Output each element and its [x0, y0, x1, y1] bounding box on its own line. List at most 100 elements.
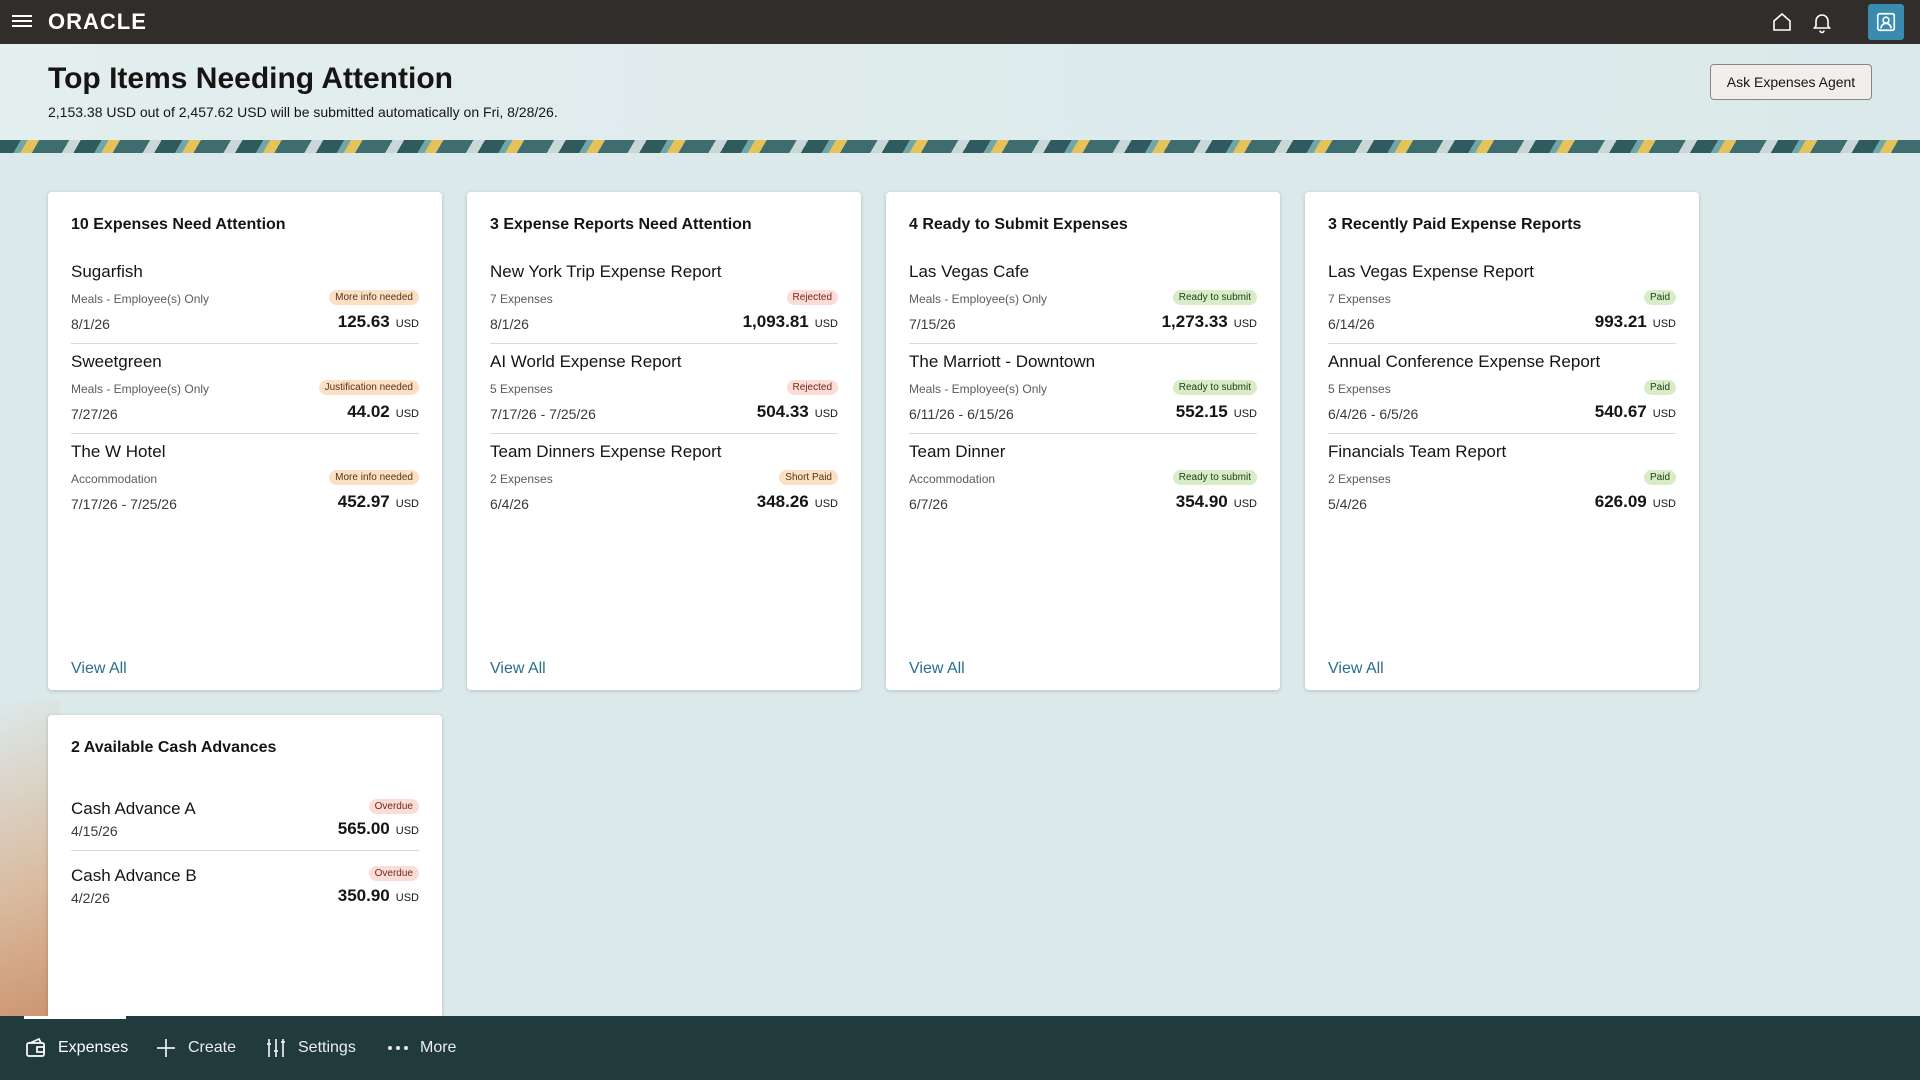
item-name: Sugarfish [71, 262, 143, 281]
item-amount: 354.90 USD [1176, 492, 1257, 512]
page-header: Top Items Needing Attention 2,153.38 USD… [0, 44, 1920, 140]
item-name: The W Hotel [71, 442, 166, 461]
report-item[interactable]: Team Dinners Expense Report 2 Expenses 6… [490, 442, 838, 532]
report-item[interactable]: Las Vegas Expense Report 7 Expenses 6/14… [1328, 262, 1676, 352]
nav-create[interactable]: Create [154, 1016, 236, 1080]
view-all-link[interactable]: View All [909, 660, 965, 677]
item-category: 2 Expenses [1328, 472, 1391, 486]
amount-value: 565.00 [337, 819, 390, 838]
item-name: Sweetgreen [71, 352, 162, 371]
item-date: 5/4/26 [1328, 496, 1367, 512]
item-amount: 1,273.33 USD [1162, 312, 1257, 332]
item-category: Accommodation [71, 472, 158, 486]
item-category: Accommodation [909, 472, 996, 486]
view-all-link[interactable]: View All [71, 660, 127, 677]
status-badge: Justification needed [318, 380, 419, 395]
cash-advance-item[interactable]: Cash Advance B 4/2/26 Overdue 350.90 USD [71, 866, 419, 926]
divider [71, 343, 419, 344]
currency: USD [1652, 498, 1676, 510]
status-badge: More info needed [329, 470, 419, 485]
currency: USD [1652, 318, 1676, 330]
item-category: 7 Expenses [490, 292, 553, 306]
item-name: Team Dinners Expense Report [490, 442, 722, 461]
amount-value: 348.26 [756, 492, 809, 511]
amount-value: 452.97 [337, 492, 390, 511]
item-name: Team Dinner [909, 442, 1006, 461]
hamburger-menu-icon[interactable] [12, 12, 32, 32]
item-category: Meals - Employee(s) Only [71, 292, 210, 306]
amount-value: 44.02 [347, 402, 390, 421]
nav-label: Expenses [58, 1039, 129, 1056]
item-amount: 350.90 USD [338, 886, 419, 906]
report-item[interactable]: New York Trip Expense Report 7 Expenses … [490, 262, 838, 352]
wallet-icon [26, 1037, 45, 1057]
currency: USD [814, 318, 838, 330]
item-date: 6/4/26 - 6/5/26 [1328, 406, 1419, 422]
sliders-icon [267, 1039, 285, 1057]
amount-value: 626.09 [1594, 492, 1647, 511]
expense-item[interactable]: Sweetgreen Meals - Employee(s) Only 7/27… [71, 352, 419, 442]
currency: USD [395, 498, 419, 510]
expense-item[interactable]: Sugarfish Meals - Employee(s) Only 8/1/2… [71, 262, 419, 352]
nav-settings[interactable]: Settings [264, 1016, 356, 1080]
status-badge: Rejected [786, 290, 838, 305]
item-amount: 452.97 USD [338, 492, 419, 512]
currency: USD [395, 408, 419, 420]
item-name: New York Trip Expense Report [490, 262, 722, 281]
view-all-link[interactable]: View All [1328, 660, 1384, 677]
report-item[interactable]: AI World Expense Report 5 Expenses 7/17/… [490, 352, 838, 442]
item-name: The Marriott - Downtown [909, 352, 1096, 371]
card-title: 2 Available Cash Advances [71, 739, 277, 756]
nav-expenses[interactable]: Expenses [24, 1016, 128, 1080]
top-bar: ORACLE [0, 0, 1920, 44]
item-amount: 125.63 USD [338, 312, 419, 332]
view-all-link[interactable]: View All [490, 660, 546, 677]
expense-item[interactable]: The W Hotel Accommodation 7/17/26 - 7/25… [71, 442, 419, 532]
status-badge: Ready to submit [1172, 470, 1257, 485]
status-badge: Ready to submit [1172, 380, 1257, 395]
divider [909, 343, 1257, 344]
currency: USD [814, 498, 838, 510]
item-date: 6/14/26 [1328, 316, 1375, 332]
nav-more[interactable]: More [386, 1016, 456, 1080]
item-name: Cash Advance A [71, 799, 196, 818]
currency: USD [1233, 498, 1257, 510]
divider [71, 850, 419, 851]
amount-value: 504.33 [756, 402, 809, 421]
card-title: 3 Expense Reports Need Attention [490, 216, 752, 233]
expense-item[interactable]: The Marriott - Downtown Meals - Employee… [909, 352, 1257, 442]
item-category: 2 Expenses [490, 472, 553, 486]
amount-value: 1,093.81 [742, 312, 809, 331]
report-item[interactable]: Financials Team Report 2 Expenses 5/4/26… [1328, 442, 1676, 532]
card-title: 3 Recently Paid Expense Reports [1328, 216, 1582, 233]
page-title: Top Items Needing Attention [48, 62, 453, 95]
report-item[interactable]: Annual Conference Expense Report 5 Expen… [1328, 352, 1676, 442]
expense-item[interactable]: Team Dinner Accommodation 6/7/26 Ready t… [909, 442, 1257, 532]
user-avatar-button[interactable] [1868, 4, 1904, 40]
amount-value: 540.67 [1594, 402, 1647, 421]
item-date: 6/4/26 [490, 496, 529, 512]
item-category: Meals - Employee(s) Only [71, 382, 210, 396]
item-name: AI World Expense Report [490, 352, 682, 371]
item-amount: 540.67 USD [1595, 402, 1676, 422]
item-category: Meals - Employee(s) Only [909, 292, 1048, 306]
cash-advance-item[interactable]: Cash Advance A 4/15/26 Overdue 565.00 USD [71, 799, 419, 859]
ask-expenses-agent-button[interactable]: Ask Expenses Agent [1710, 64, 1872, 100]
oracle-logo: ORACLE [48, 9, 147, 34]
decorative-pattern-band [0, 140, 1920, 153]
divider [490, 433, 838, 434]
item-name: Cash Advance B [71, 866, 197, 885]
item-category: Meals - Employee(s) Only [909, 382, 1048, 396]
status-badge: Overdue [368, 866, 419, 881]
item-date: 7/15/26 [909, 316, 956, 332]
expense-item[interactable]: Las Vegas Cafe Meals - Employee(s) Only … [909, 262, 1257, 352]
status-badge: Short Paid [779, 470, 838, 485]
amount-value: 354.90 [1175, 492, 1228, 511]
bell-icon[interactable] [1810, 10, 1834, 34]
status-badge: Rejected [786, 380, 838, 395]
nav-label: Create [188, 1039, 237, 1056]
item-name: Annual Conference Expense Report [1328, 352, 1601, 371]
nav-label: Settings [298, 1039, 356, 1056]
home-icon[interactable] [1770, 10, 1794, 34]
currency: USD [395, 825, 419, 837]
